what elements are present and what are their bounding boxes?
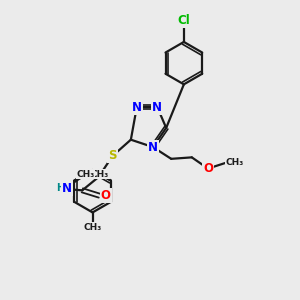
Text: CH₃: CH₃ (76, 169, 94, 178)
Text: N: N (62, 182, 72, 195)
Text: O: O (101, 189, 111, 202)
Text: S: S (108, 149, 117, 162)
Text: CH₃: CH₃ (83, 223, 102, 232)
Text: N: N (132, 101, 142, 114)
Text: O: O (203, 162, 213, 175)
Text: H: H (56, 183, 64, 193)
Text: Cl: Cl (178, 14, 190, 27)
Text: CH₃: CH₃ (91, 169, 109, 178)
Text: N: N (152, 101, 162, 114)
Text: N: N (148, 141, 158, 154)
Text: CH₃: CH₃ (225, 158, 244, 167)
